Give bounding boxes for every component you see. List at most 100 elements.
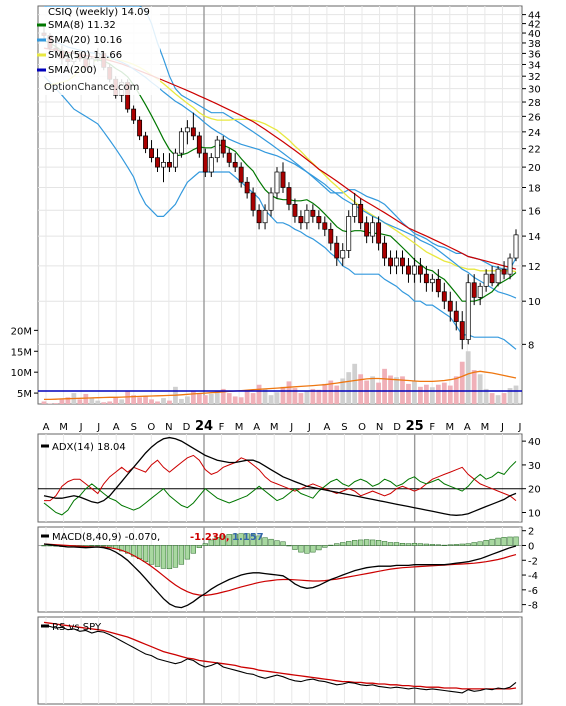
month-label: M	[59, 422, 68, 433]
volume-tick-label: 10M	[11, 368, 32, 379]
volume-bar	[376, 382, 381, 404]
macd-histogram-bar	[274, 540, 280, 546]
volume-bar	[202, 395, 208, 404]
volume-tick-label: 20M	[11, 326, 32, 337]
macd-histogram-bar	[172, 545, 179, 568]
candle-body	[280, 171, 286, 188]
volume-bar	[429, 387, 435, 404]
volume-bar	[483, 388, 489, 404]
macd-histogram-bar	[190, 545, 197, 554]
candle-body	[400, 257, 405, 267]
price-tick-label: 28	[528, 98, 541, 109]
candle-body	[423, 273, 429, 284]
macd-histogram-bar	[208, 539, 214, 546]
candle-body	[202, 152, 208, 173]
candle-body	[477, 285, 483, 298]
macd-histogram-bar	[328, 544, 334, 546]
candle-body	[495, 268, 501, 284]
macd-histogram-bar	[304, 545, 310, 554]
macd-histogram-bar	[453, 544, 459, 546]
volume-bar	[101, 402, 107, 404]
macd-histogram-bar	[178, 545, 185, 565]
month-label: F	[429, 422, 435, 433]
candle-body	[143, 135, 149, 150]
volume-bar	[400, 376, 405, 404]
volume-bar	[83, 393, 89, 404]
volume-bar	[340, 378, 346, 404]
legend-label: SMA(200)	[48, 65, 97, 76]
candle-body	[322, 222, 328, 230]
macd-histogram-bar	[507, 536, 513, 546]
bollinger-upper-line	[44, 6, 517, 270]
macd-histogram-bar	[387, 542, 394, 546]
macd-histogram-bar	[107, 545, 113, 548]
volume-bar	[423, 384, 429, 404]
month-label: D	[393, 422, 401, 433]
candle-body	[489, 273, 495, 284]
macd-histogram-bar	[483, 540, 489, 546]
volume-bar	[77, 399, 83, 404]
macd-histogram-bar	[435, 544, 441, 546]
candle-body	[161, 161, 166, 168]
macd-histogram-bar	[340, 542, 346, 546]
macd-histogram-bar	[477, 541, 483, 546]
macd-histogram-bar	[244, 533, 250, 546]
macd-histogram-bar	[375, 540, 382, 546]
macd-histogram-bar	[95, 545, 101, 547]
macd-histogram-bar	[89, 545, 95, 547]
volume-bar	[513, 385, 519, 404]
month-label: A	[464, 422, 471, 433]
candle-body	[417, 265, 423, 275]
candle-body	[220, 139, 226, 154]
volume-bar	[465, 351, 471, 404]
volume-bar	[304, 391, 310, 404]
month-label: F	[219, 422, 225, 433]
volume-bar	[358, 374, 364, 404]
candle-body	[137, 119, 143, 137]
macd-histogram-bar	[352, 540, 358, 546]
rs-label: RS vs SPY	[52, 622, 102, 633]
year-label: 24	[195, 419, 213, 434]
volume-bar	[495, 395, 501, 404]
price-tick-label: 16	[528, 206, 541, 217]
volume-bar	[435, 384, 441, 404]
volume-bar	[220, 388, 226, 404]
candle-body	[471, 282, 477, 298]
candle-body	[406, 265, 411, 275]
candle-body	[304, 209, 310, 224]
price-tick-label: 42	[528, 20, 541, 31]
macd-histogram-bar	[358, 539, 364, 546]
price-tick-label: 30	[528, 85, 541, 96]
candle-body	[232, 161, 238, 168]
volume-bar	[89, 398, 95, 404]
macd-histogram-bar	[298, 545, 304, 553]
candle-body	[501, 268, 507, 275]
macd-histogram-bar	[160, 545, 167, 569]
macd-histogram-bar	[447, 544, 453, 546]
price-tick-label: 36	[528, 49, 541, 60]
candle-body	[286, 187, 292, 205]
candle-body	[196, 135, 202, 154]
macd-histogram-bar	[136, 545, 143, 560]
ticker-label: CSIQ (weekly) 14.09	[48, 7, 150, 18]
volume-bar	[244, 391, 250, 404]
macd-histogram-bar	[346, 541, 352, 546]
volume-bar	[161, 398, 166, 404]
candle-body	[244, 181, 250, 194]
volume-bar	[214, 390, 220, 404]
macd-histogram-bar	[184, 545, 191, 560]
macd-histogram-bar	[202, 543, 208, 546]
macd-line	[43, 543, 517, 609]
rs-panel-frame	[37, 616, 523, 705]
candle-body	[208, 157, 214, 173]
legend-label: SMA(50) 11.66	[48, 50, 122, 61]
candle-body	[352, 203, 358, 217]
volume-bar	[364, 380, 370, 404]
volume-bar	[65, 397, 71, 404]
candle-body	[184, 127, 190, 133]
candle-body	[155, 157, 160, 168]
macd-histogram-bar	[250, 534, 256, 546]
candle-body	[178, 131, 184, 154]
price-series-group	[38, 6, 522, 404]
